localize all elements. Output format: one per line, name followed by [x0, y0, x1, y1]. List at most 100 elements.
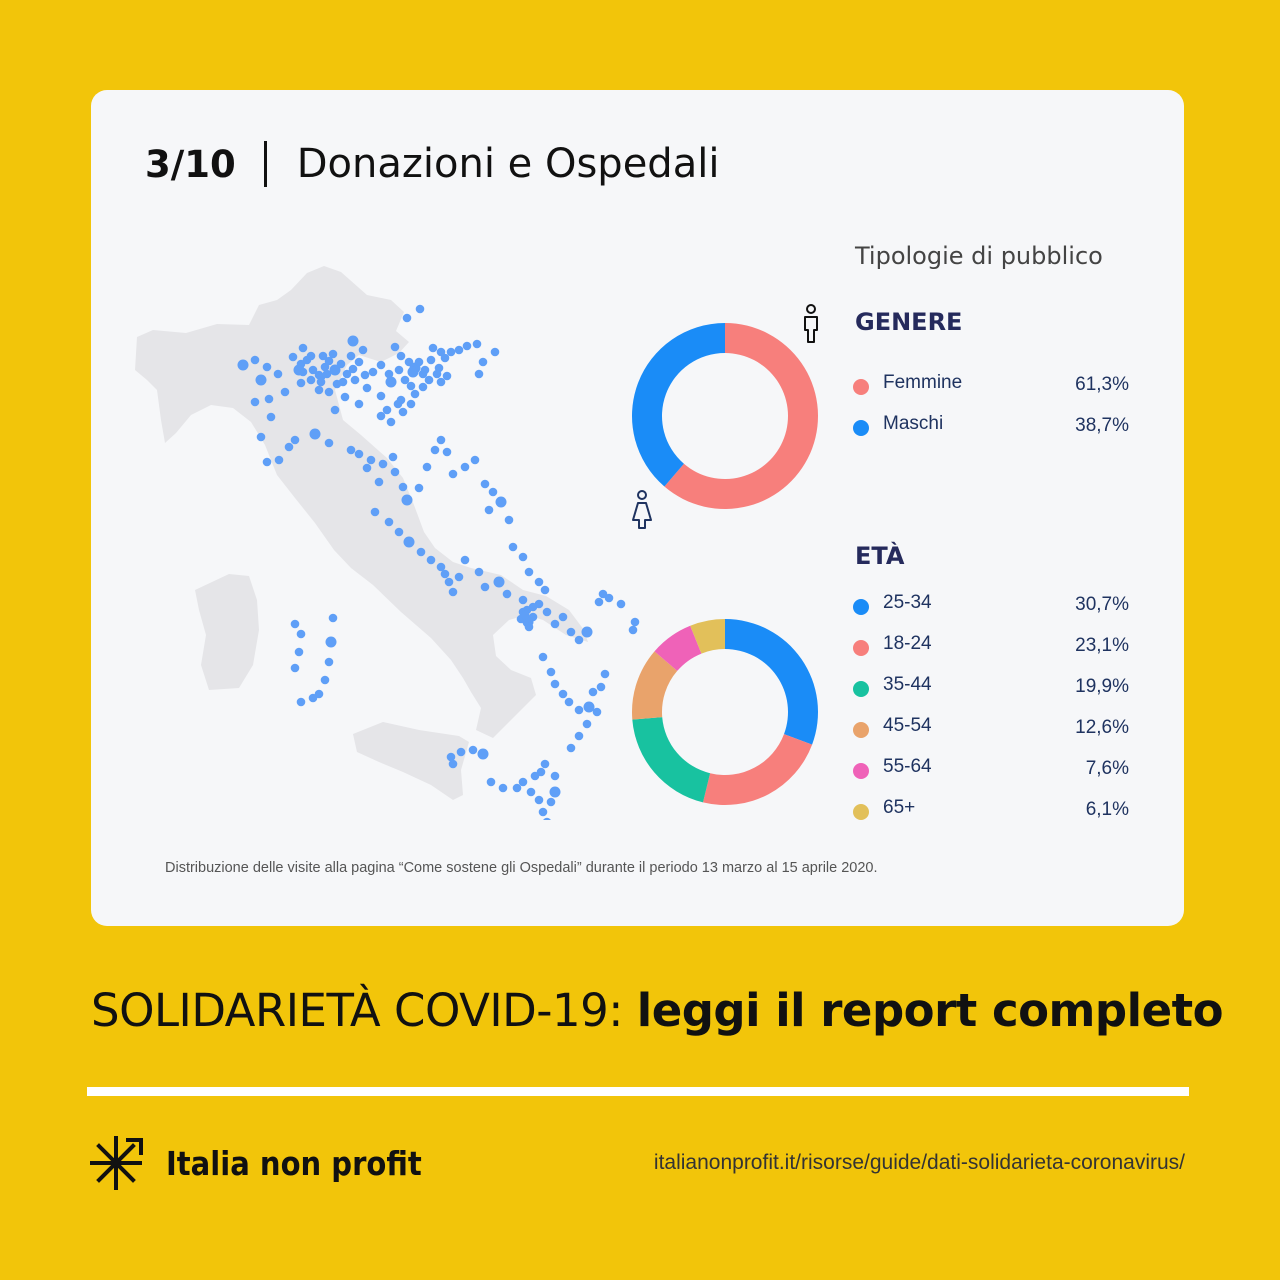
- gender-legend-swatch: [853, 379, 869, 395]
- age-legend-swatch: [853, 722, 869, 738]
- map-visit-dot: [538, 807, 548, 817]
- map-visit-dot: [502, 589, 512, 599]
- map-visit-dot: [486, 777, 496, 787]
- age-legend-row: 35-44 19,9%: [853, 670, 1129, 711]
- map-visit-dot: [294, 647, 304, 657]
- brand-name: Italia non profit: [166, 1143, 422, 1183]
- map-visit-dot: [366, 455, 376, 465]
- age-slice-65-: [690, 619, 725, 654]
- map-visit-dot: [550, 771, 560, 781]
- map-visit-dot: [468, 745, 478, 755]
- map-visit-dot: [280, 387, 290, 397]
- map-visit-dot: [448, 587, 458, 597]
- map-visit-dot: [398, 482, 408, 492]
- map-visit-dot: [308, 693, 318, 703]
- map-visit-dot: [406, 381, 416, 391]
- header-separator: [263, 141, 267, 187]
- map-visit-dot: [388, 452, 398, 462]
- map-visit-dot: [288, 352, 298, 362]
- map-visit-dot: [418, 382, 428, 392]
- map-visit-dot: [330, 405, 340, 415]
- age-legend-row: 18-24 23,1%: [853, 629, 1129, 670]
- age-donut-chart: [632, 619, 818, 805]
- map-visit-dot: [374, 477, 384, 487]
- age-slice-18-24: [703, 734, 813, 805]
- age-legend-swatch: [853, 763, 869, 779]
- map-visit-dot: [543, 817, 551, 820]
- map-visit-dot: [581, 626, 593, 638]
- map-visit-dot: [290, 435, 300, 445]
- report-prefix: SOLIDARIETÀ COVID-19:: [91, 984, 623, 1037]
- map-visit-dot: [484, 505, 494, 515]
- map-visit-dot: [534, 795, 544, 805]
- map-visit-dot: [342, 369, 352, 379]
- map-visit-dot: [426, 355, 436, 365]
- age-legend-swatch: [853, 681, 869, 697]
- age-legend-value: 30,7%: [1075, 594, 1129, 615]
- report-link[interactable]: leggi il report completo: [636, 984, 1224, 1037]
- age-legend-swatch: [853, 640, 869, 656]
- map-visit-dot: [325, 636, 337, 648]
- map-visit-dot: [360, 370, 370, 380]
- map-visit-dot: [370, 507, 380, 517]
- map-visit-dot: [546, 797, 556, 807]
- map-visit-dot: [266, 412, 276, 422]
- map-visit-dot: [436, 347, 446, 357]
- map-visit-dot: [546, 667, 556, 677]
- map-visit-dot: [600, 669, 610, 679]
- age-legend-value: 7,6%: [1085, 758, 1129, 779]
- gender-legend-row: Femmine 61,3%: [853, 368, 1129, 409]
- map-visit-dot: [520, 610, 530, 620]
- map-visit-dot: [574, 705, 584, 715]
- map-visit-dot: [402, 313, 412, 323]
- map-visit-dot: [309, 428, 321, 440]
- gender-legend: Femmine 61,3% Maschi 38,7%: [853, 368, 1129, 450]
- map-visit-dot: [410, 389, 420, 399]
- female-person-icon: [632, 490, 652, 529]
- map-visit-dot: [444, 577, 454, 587]
- map-visit-dot: [250, 397, 260, 407]
- map-visit-dot: [518, 552, 528, 562]
- age-slice-55-64: [654, 625, 702, 671]
- map-visit-dot: [456, 747, 466, 757]
- map-visit-dot: [398, 407, 408, 417]
- map-visit-dot: [538, 652, 548, 662]
- map-visit-dot: [472, 339, 482, 349]
- mainland-shape: [135, 266, 588, 738]
- map-visit-dot: [474, 369, 484, 379]
- map-visit-dot: [583, 701, 595, 713]
- sardinia-shape: [195, 574, 259, 690]
- map-visit-dot: [318, 351, 328, 361]
- map-visit-dot: [384, 369, 394, 379]
- map-visit-dot: [416, 547, 426, 557]
- map-visit-dot: [518, 595, 528, 605]
- age-legend-row: 25-34 30,7%: [853, 588, 1129, 629]
- report-url-link[interactable]: italianonprofit.it/risorse/guide/dati-so…: [653, 1151, 1185, 1174]
- map-visit-dot: [512, 783, 522, 793]
- map-visit-dot: [264, 394, 274, 404]
- map-visit-dot: [426, 555, 436, 565]
- map-visit-dot: [414, 483, 424, 493]
- gender-section-title: GENERE: [855, 308, 963, 336]
- footnote: Distribuzione delle visite alla pagina “…: [165, 860, 878, 876]
- brand-logo[interactable]: Italia non profit: [90, 1134, 457, 1192]
- map-visit-dot: [549, 786, 561, 798]
- map-visit-dot: [328, 349, 338, 359]
- map-visit-dot: [407, 366, 419, 378]
- age-legend-label: 25-34: [883, 592, 932, 613]
- map-visit-dot: [566, 627, 576, 637]
- age-legend-swatch: [853, 599, 869, 615]
- map-visit-dot: [420, 365, 430, 375]
- map-visit-dot: [358, 345, 368, 355]
- map-visit-dot: [255, 374, 267, 386]
- report-cta[interactable]: SOLIDARIETÀ COVID-19: leggi il report co…: [91, 984, 1224, 1037]
- map-visit-dot: [314, 385, 324, 395]
- map-visit-dot: [493, 576, 505, 588]
- map-visit-dot: [430, 445, 440, 455]
- map-visit-dot: [432, 369, 442, 379]
- map-visit-dot: [436, 562, 446, 572]
- page-title: Donazioni e Ospedali: [296, 141, 720, 187]
- age-legend-row: 45-54 12,6%: [853, 711, 1129, 752]
- map-visit-dot: [386, 417, 396, 427]
- infographic-card: 3/10 Donazioni e Ospedali Tipologie di p…: [91, 90, 1184, 926]
